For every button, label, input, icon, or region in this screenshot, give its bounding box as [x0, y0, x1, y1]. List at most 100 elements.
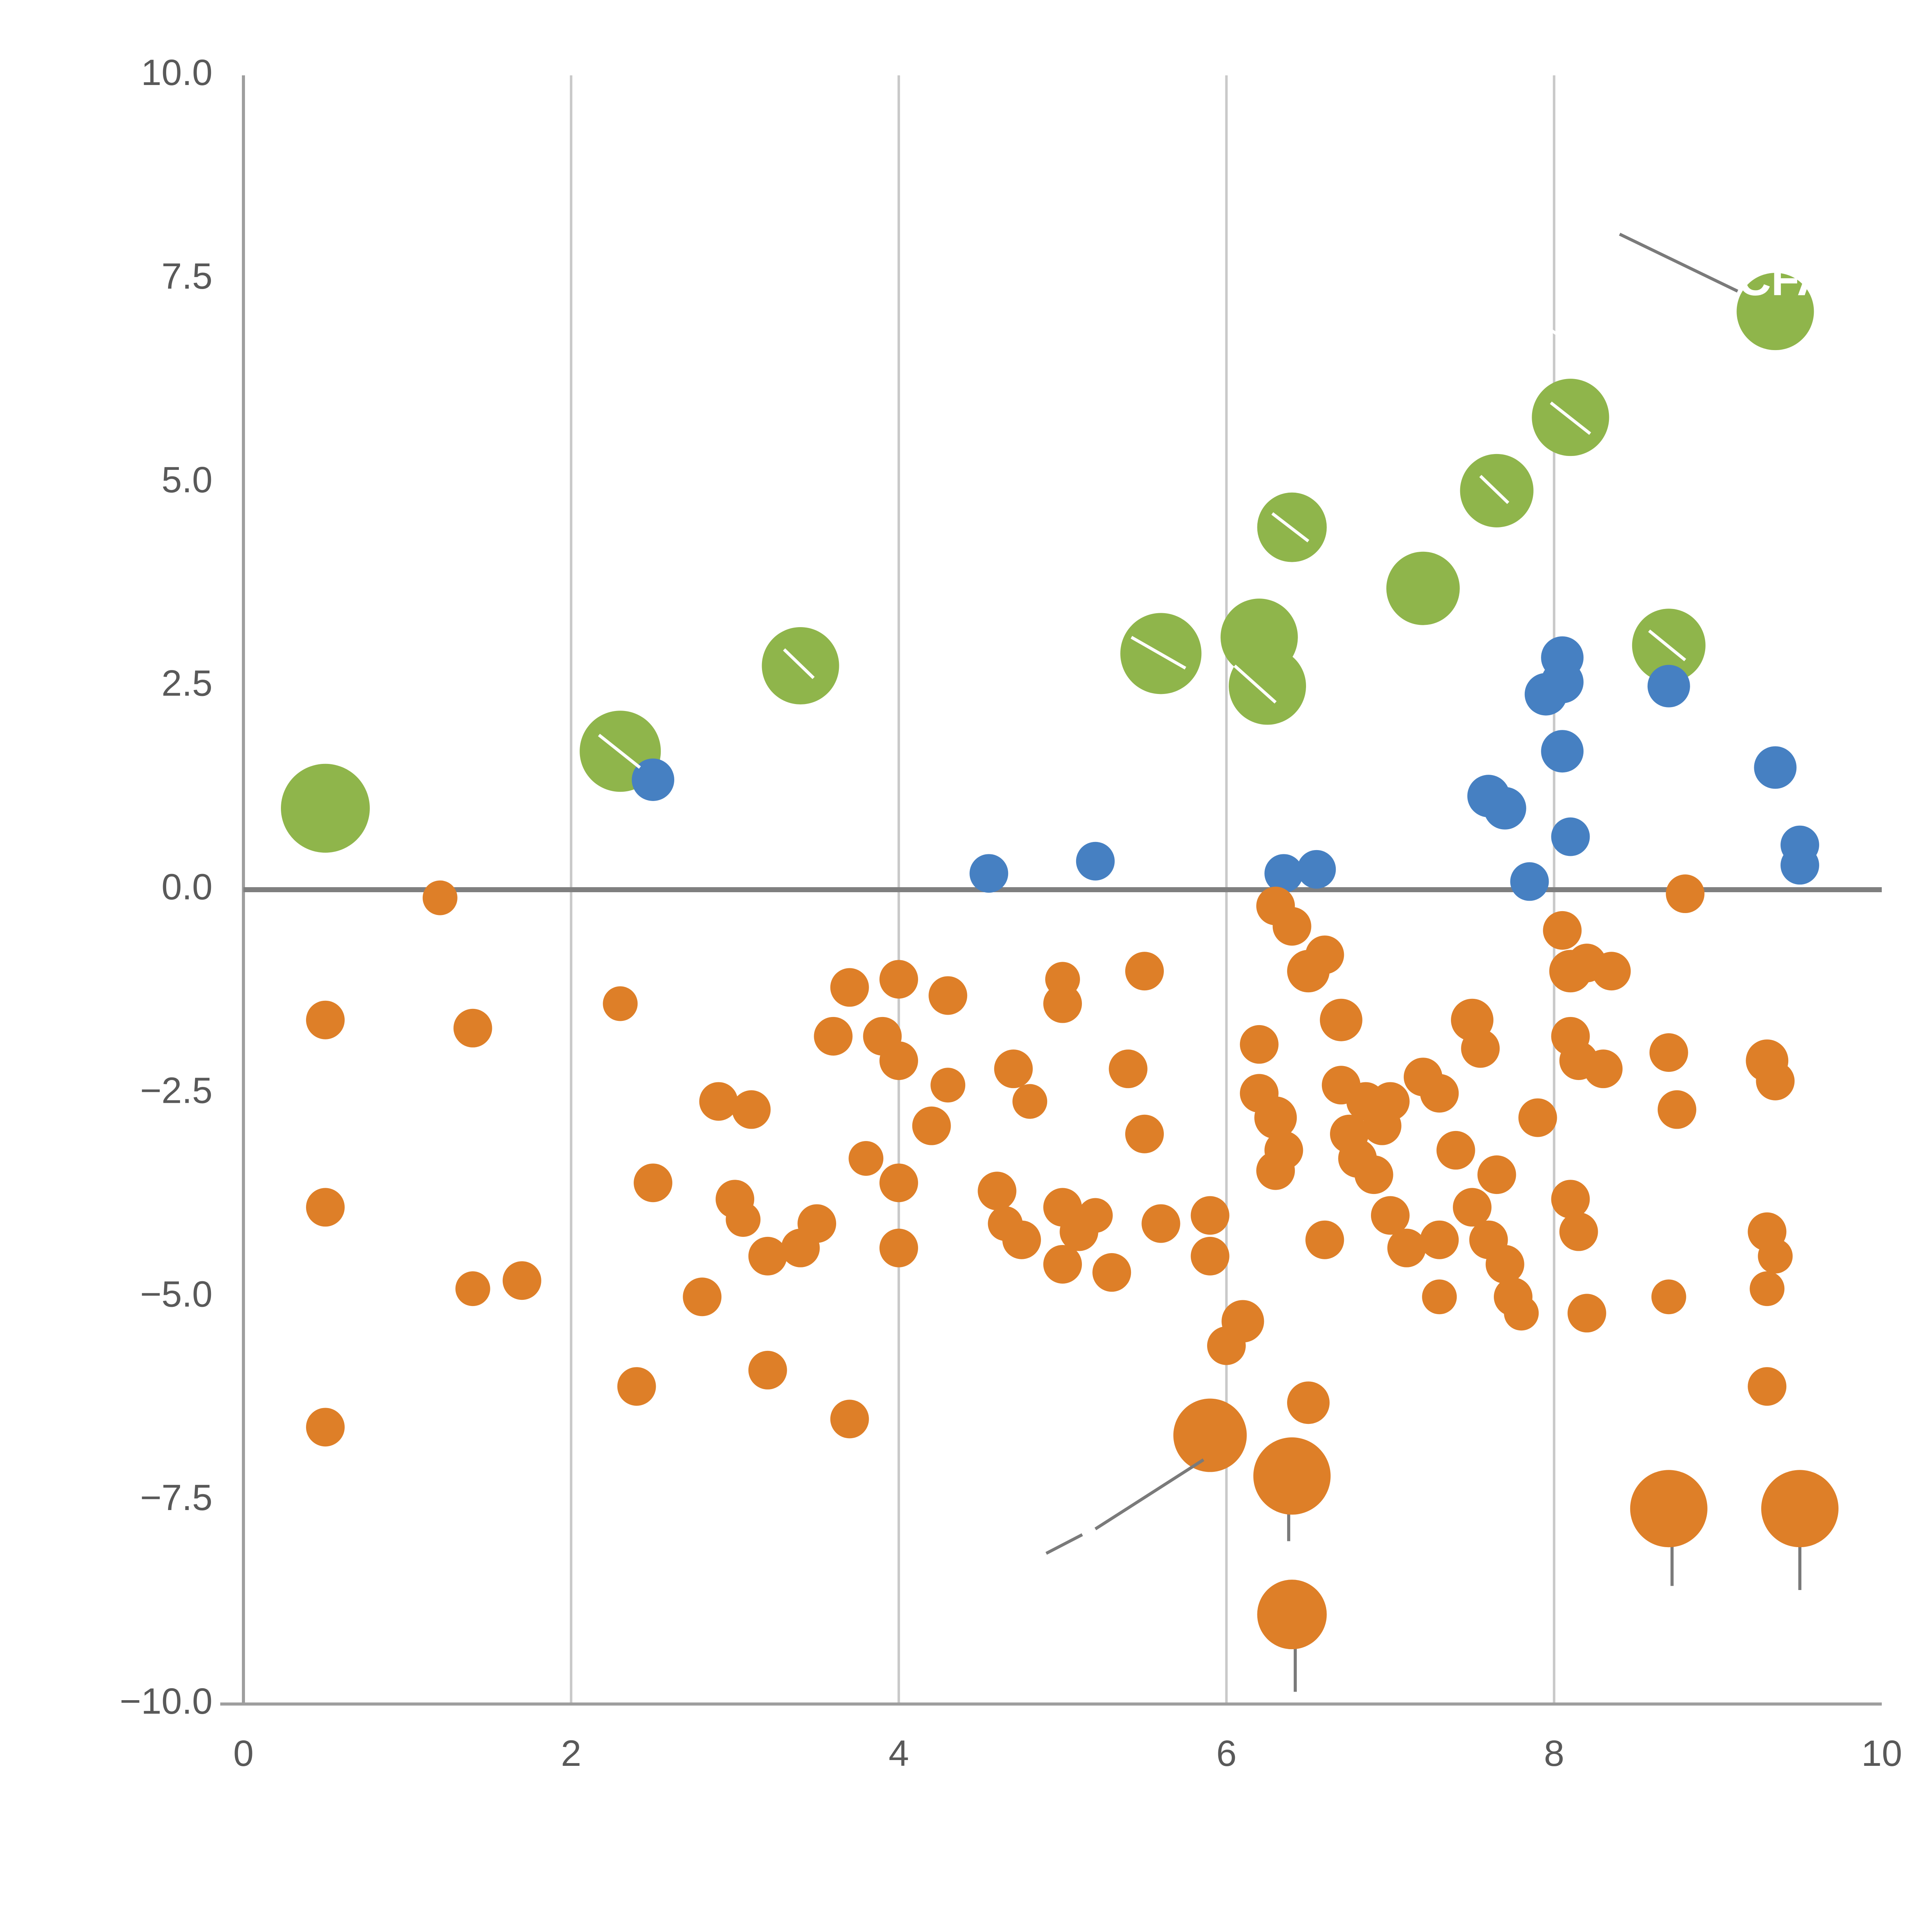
- orange-dot: [1543, 911, 1582, 950]
- orange-dot: [1272, 907, 1311, 946]
- bubble-label: CFA: [1738, 253, 1830, 305]
- y-tick-label: 7.5: [162, 256, 213, 297]
- orange-dot: [1254, 1096, 1297, 1139]
- orange-dot: [726, 1202, 761, 1237]
- orange-dot: [1436, 1131, 1475, 1170]
- blue-dot: [1510, 862, 1549, 901]
- blue-dot: [1781, 846, 1819, 885]
- orange-dot: [1257, 1580, 1327, 1650]
- orange-dot: [422, 880, 457, 915]
- orange-dot: [929, 976, 968, 1015]
- y-tick-label: 2.5: [162, 663, 213, 704]
- orange-dot: [1453, 1188, 1492, 1227]
- orange-dot: [879, 1163, 918, 1202]
- y-tick-label: 10.0: [141, 52, 213, 93]
- orange-dot: [1461, 1029, 1500, 1068]
- orange-dot: [1320, 998, 1362, 1041]
- orange-dot: [306, 1000, 345, 1039]
- y-tick-label: 0.0: [162, 867, 213, 908]
- orange-dot: [1666, 874, 1705, 913]
- orange-dot: [1504, 1296, 1539, 1331]
- orange-dot: [1658, 1090, 1696, 1129]
- orange-dot: [1584, 1049, 1623, 1088]
- x-tick-label: 6: [1216, 1733, 1237, 1774]
- x-tick-label: 2: [561, 1733, 582, 1774]
- orange-dot: [634, 1163, 672, 1202]
- orange-dot: [1651, 1279, 1686, 1315]
- orange-dot: [830, 968, 869, 1007]
- orange-dot: [306, 1408, 345, 1447]
- orange-dot: [879, 1041, 918, 1080]
- blue-dot: [1541, 661, 1584, 704]
- leader-line: [1094, 1458, 1204, 1531]
- blue-dot: [1541, 730, 1584, 773]
- leader-line: [1045, 1533, 1083, 1555]
- orange-dot: [1420, 1074, 1459, 1113]
- y-tick-label: 5.0: [162, 459, 213, 500]
- orange-dot: [912, 1106, 951, 1145]
- x-tick-label: 0: [233, 1733, 254, 1774]
- orange-dot: [617, 1367, 656, 1406]
- orange-dot: [455, 1271, 490, 1306]
- orange-dot: [1761, 1470, 1838, 1548]
- orange-dot: [1422, 1279, 1457, 1315]
- orange-dot: [1125, 952, 1164, 991]
- y-tick-label: −10.0: [120, 1681, 213, 1722]
- white-mark: [1550, 401, 1591, 435]
- orange-dot: [1253, 1437, 1331, 1515]
- orange-dot: [1518, 1098, 1557, 1137]
- orange-dot: [1043, 984, 1082, 1023]
- orange-dot: [1141, 1204, 1180, 1243]
- orange-dot: [1012, 1084, 1048, 1119]
- y-tick-label: −2.5: [140, 1070, 213, 1111]
- orange-dot: [1354, 1155, 1393, 1194]
- orange-dot: [849, 1141, 884, 1176]
- orange-dot: [1567, 1294, 1606, 1333]
- orange-dot: [798, 1204, 836, 1243]
- y-tick-label: −5.0: [140, 1274, 213, 1315]
- orange-dot: [748, 1236, 787, 1276]
- x-tick-label: 4: [889, 1733, 909, 1774]
- orange-dot: [603, 986, 638, 1021]
- white-mark: [1131, 636, 1186, 670]
- blue-dot: [1754, 746, 1797, 789]
- green-bubble: [281, 764, 370, 853]
- orange-dot: [830, 1400, 869, 1439]
- orange-dot: [1002, 1220, 1041, 1259]
- white-mark: [1533, 318, 1558, 336]
- orange-dot: [1043, 1245, 1082, 1284]
- orange-dot: [748, 1350, 787, 1389]
- green-bubble: [1229, 647, 1306, 725]
- orange-dot: [1240, 1025, 1279, 1064]
- orange-dot: [1109, 1049, 1148, 1088]
- orange-dot: [732, 1090, 771, 1129]
- blue-dot: [1551, 817, 1590, 856]
- orange-dot: [1630, 1470, 1708, 1548]
- orange-dot: [1592, 952, 1631, 991]
- orange-dot: [1420, 1220, 1459, 1259]
- orange-dot: [879, 960, 918, 999]
- orange-dot: [1756, 1061, 1795, 1100]
- orange-dot: [1477, 1155, 1516, 1194]
- orange-dot: [1221, 1300, 1264, 1343]
- white-mark: [598, 733, 641, 769]
- blue-dot: [1483, 787, 1526, 830]
- white-mark: [783, 648, 815, 679]
- orange-dot: [683, 1277, 722, 1316]
- orange-dot: [1190, 1236, 1230, 1276]
- y-tick-label: −7.5: [140, 1477, 213, 1518]
- orange-dot: [1256, 1151, 1295, 1190]
- orange-dot: [994, 1049, 1033, 1088]
- orange-dot: [1649, 1033, 1688, 1072]
- orange-dot: [1092, 1253, 1131, 1292]
- orange-dot: [1750, 1271, 1785, 1306]
- orange-dot: [978, 1172, 1017, 1211]
- orange-dot: [453, 1009, 492, 1048]
- orange-dot: [1078, 1198, 1113, 1233]
- orange-dot: [699, 1082, 738, 1121]
- orange-dot: [1551, 1180, 1590, 1219]
- orange-dot: [1758, 1238, 1793, 1274]
- orange-dot: [1485, 1245, 1524, 1284]
- orange-dot: [814, 1017, 853, 1056]
